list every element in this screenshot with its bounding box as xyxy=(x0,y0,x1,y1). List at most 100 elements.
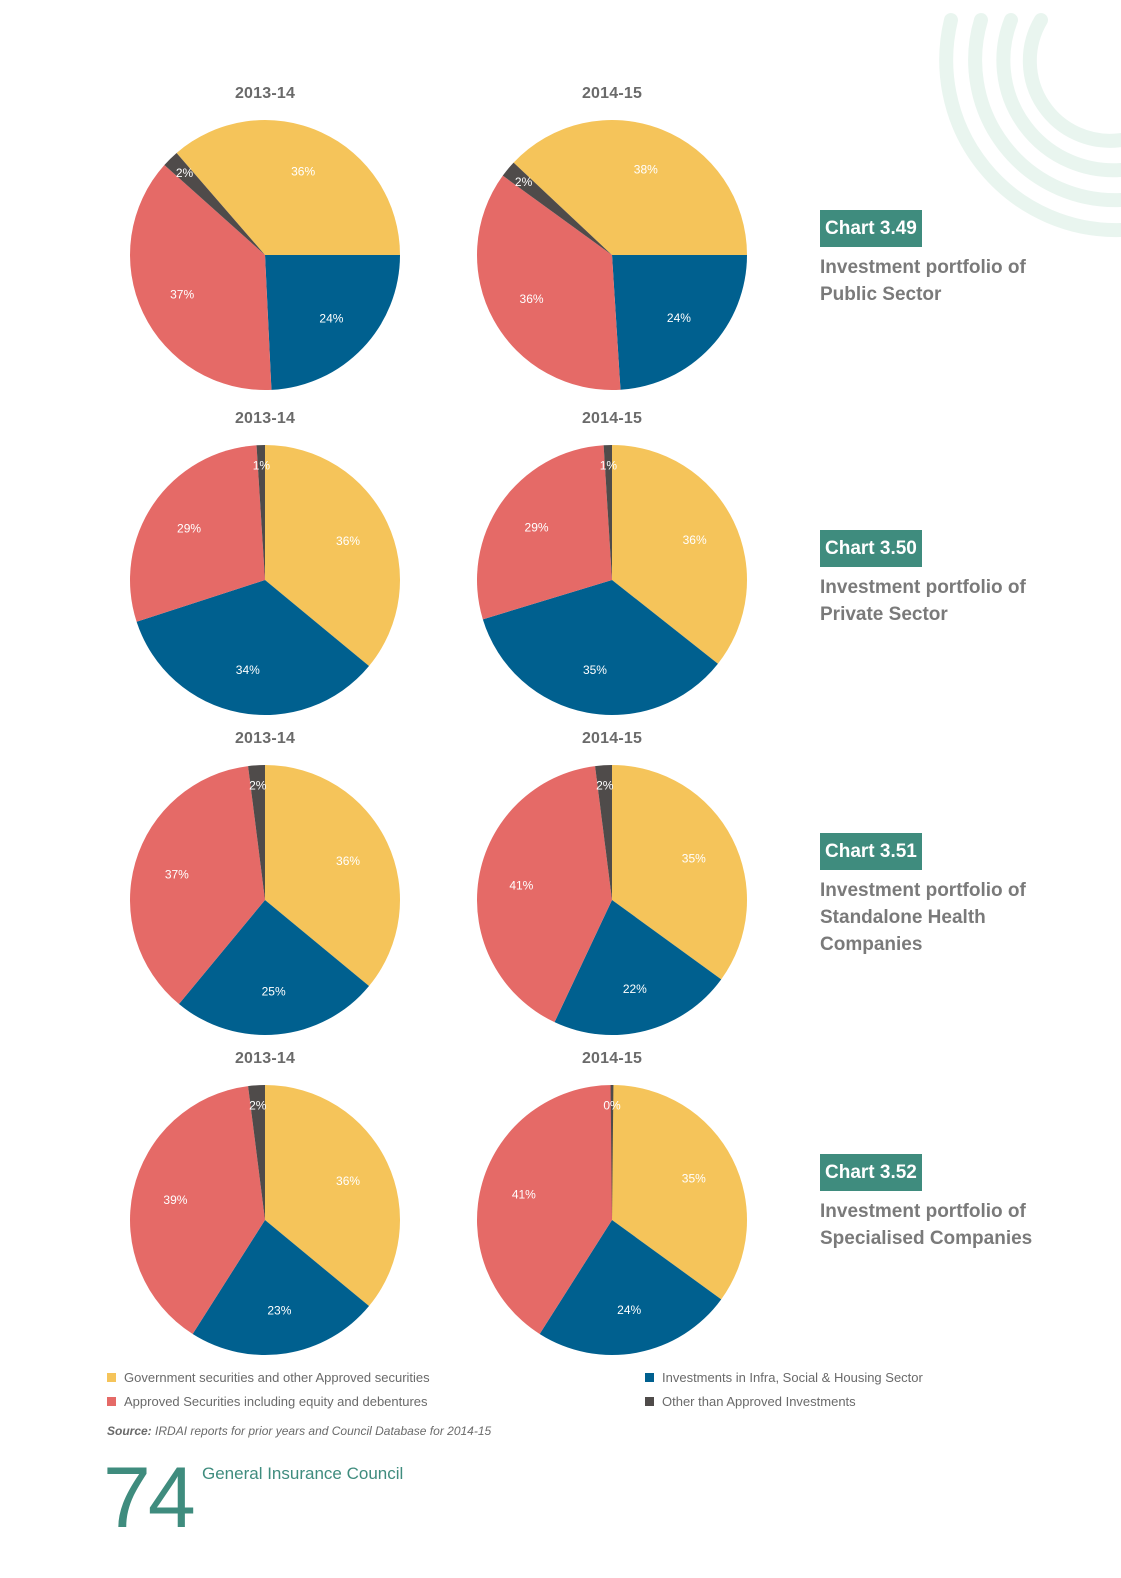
pie-slice xyxy=(612,1085,747,1300)
chart-caption: Investment portfolio of Private Sector xyxy=(820,577,1026,625)
decorative-arc xyxy=(996,13,1121,178)
chart-number-badge: Chart 3.52 xyxy=(820,1154,922,1191)
slice-label: 2% xyxy=(249,1098,267,1112)
pie-chart: 35% 22% 41% 2% xyxy=(477,765,747,1035)
slice-label: 2% xyxy=(249,778,267,792)
pie-slice xyxy=(612,765,747,980)
slice-label: 36% xyxy=(291,164,315,178)
pie-slice xyxy=(176,120,400,256)
slice-label: 29% xyxy=(177,521,201,535)
decorative-arc xyxy=(968,13,1121,208)
pie-chart: 36% 34% 29% 1% xyxy=(130,445,401,715)
slice-label: 36% xyxy=(336,854,360,868)
legend-label: Other than Approved Investments xyxy=(662,1394,856,1409)
slice-label: 35% xyxy=(583,663,607,677)
slice-label: 36% xyxy=(683,533,707,547)
source-prefix: Source: xyxy=(107,1424,152,1438)
slice-label: 1% xyxy=(600,458,618,472)
slice-label: 34% xyxy=(236,663,260,677)
slice-label: 37% xyxy=(170,287,194,301)
pie-slice xyxy=(513,119,747,255)
pie-slice xyxy=(554,900,722,1035)
legend-swatch xyxy=(107,1397,116,1406)
pie-slice xyxy=(164,152,265,255)
slice-label: 1% xyxy=(253,458,271,472)
pie-title: 2014-15 xyxy=(581,85,643,102)
pie-slice xyxy=(612,255,747,390)
legend-label: Investments in Infra, Social & Housing S… xyxy=(662,1370,923,1385)
concentric-arcs-icon xyxy=(939,13,1121,238)
pie-slice xyxy=(265,445,401,667)
pie-slice xyxy=(130,164,272,390)
pie-slice xyxy=(248,1085,265,1220)
pie-chart: 36% 35% 29% 1% xyxy=(477,445,747,715)
pie-chart: 38% 24% 36% 2% xyxy=(477,119,747,391)
legend-item-government-securities: Government securities and other Approved… xyxy=(107,1370,430,1385)
pie-slice xyxy=(610,1085,614,1220)
pie-slice xyxy=(192,1220,370,1355)
slice-label: 36% xyxy=(336,534,360,548)
pie-slice xyxy=(265,1085,401,1307)
pie-slice xyxy=(612,445,747,664)
slice-label: 25% xyxy=(262,984,286,998)
pie-slice xyxy=(136,580,370,715)
slice-label: 24% xyxy=(319,311,343,325)
pie-slice xyxy=(477,445,612,620)
source-note: Source: IRDAI reports for prior years an… xyxy=(107,1424,491,1438)
pie-chart: 35% 24% 41% 0% xyxy=(476,1085,747,1355)
legend-label: Approved Securities including equity and… xyxy=(124,1394,428,1409)
slice-label: 2% xyxy=(515,175,533,189)
pie-slice xyxy=(129,766,265,1005)
pie-slice xyxy=(502,162,612,255)
slice-label: 41% xyxy=(512,1187,536,1201)
slice-label: 35% xyxy=(682,851,706,865)
chart-caption: Investment portfolio of Public Sector xyxy=(820,257,1026,305)
legend-swatch xyxy=(107,1373,116,1382)
pie-slice xyxy=(477,766,612,1023)
slice-label: 39% xyxy=(163,1193,187,1207)
legend-item-approved-securities: Approved Securities including equity and… xyxy=(107,1394,428,1409)
page-number: 74 xyxy=(103,1450,196,1546)
pie-slice xyxy=(482,580,718,715)
pie-slice xyxy=(477,175,621,391)
legend-item-infra-investments: Investments in Infra, Social & Housing S… xyxy=(645,1370,923,1385)
legend-label: Government securities and other Approved… xyxy=(124,1370,430,1385)
chart-number-badge: Chart 3.49 xyxy=(820,210,922,247)
pie-title: 2013-14 xyxy=(234,85,296,102)
slice-label: 38% xyxy=(634,163,658,177)
pie-slice xyxy=(265,765,401,987)
slice-label: 23% xyxy=(267,1304,291,1318)
slice-label: 0% xyxy=(603,1098,621,1112)
publisher-name: General Insurance Council xyxy=(202,1464,404,1483)
slice-label: 22% xyxy=(623,982,647,996)
pie-slice xyxy=(129,1086,265,1334)
slice-label: 35% xyxy=(682,1171,706,1185)
slice-label: 41% xyxy=(509,879,533,893)
slice-label: 37% xyxy=(165,867,189,881)
decorative-arc xyxy=(939,13,1121,238)
slice-label: 36% xyxy=(336,1174,360,1188)
pie-slice xyxy=(476,1085,612,1334)
slice-label: 24% xyxy=(617,1303,641,1317)
legend-swatch xyxy=(645,1373,654,1382)
pie-chart: 36% 25% 37% 2% xyxy=(129,765,401,1035)
pie-title: 2014-15 xyxy=(581,1050,643,1067)
pie-slice xyxy=(178,900,370,1035)
pie-title: 2013-14 xyxy=(234,730,296,747)
pie-slice xyxy=(603,445,612,580)
decorative-arc xyxy=(1022,13,1121,148)
pie-title: 2014-15 xyxy=(581,410,643,427)
pie-slice xyxy=(248,765,265,900)
pie-slice xyxy=(539,1220,722,1355)
pie-title: 2013-14 xyxy=(234,410,296,427)
pie-slice xyxy=(595,765,612,900)
chart-number-badge: Chart 3.51 xyxy=(820,833,922,870)
chart-number-badge: Chart 3.50 xyxy=(820,530,922,567)
source-text: IRDAI reports for prior years and Counci… xyxy=(151,1424,492,1438)
pie-slice xyxy=(265,255,400,390)
chart-caption: Investment portfolio of Standalone Healt… xyxy=(820,880,1026,955)
legend-swatch xyxy=(645,1397,654,1406)
pie-title: 2014-15 xyxy=(581,730,643,747)
slice-label: 2% xyxy=(596,778,614,792)
chart-caption: Investment portfolio of Specialised Comp… xyxy=(820,1201,1033,1249)
